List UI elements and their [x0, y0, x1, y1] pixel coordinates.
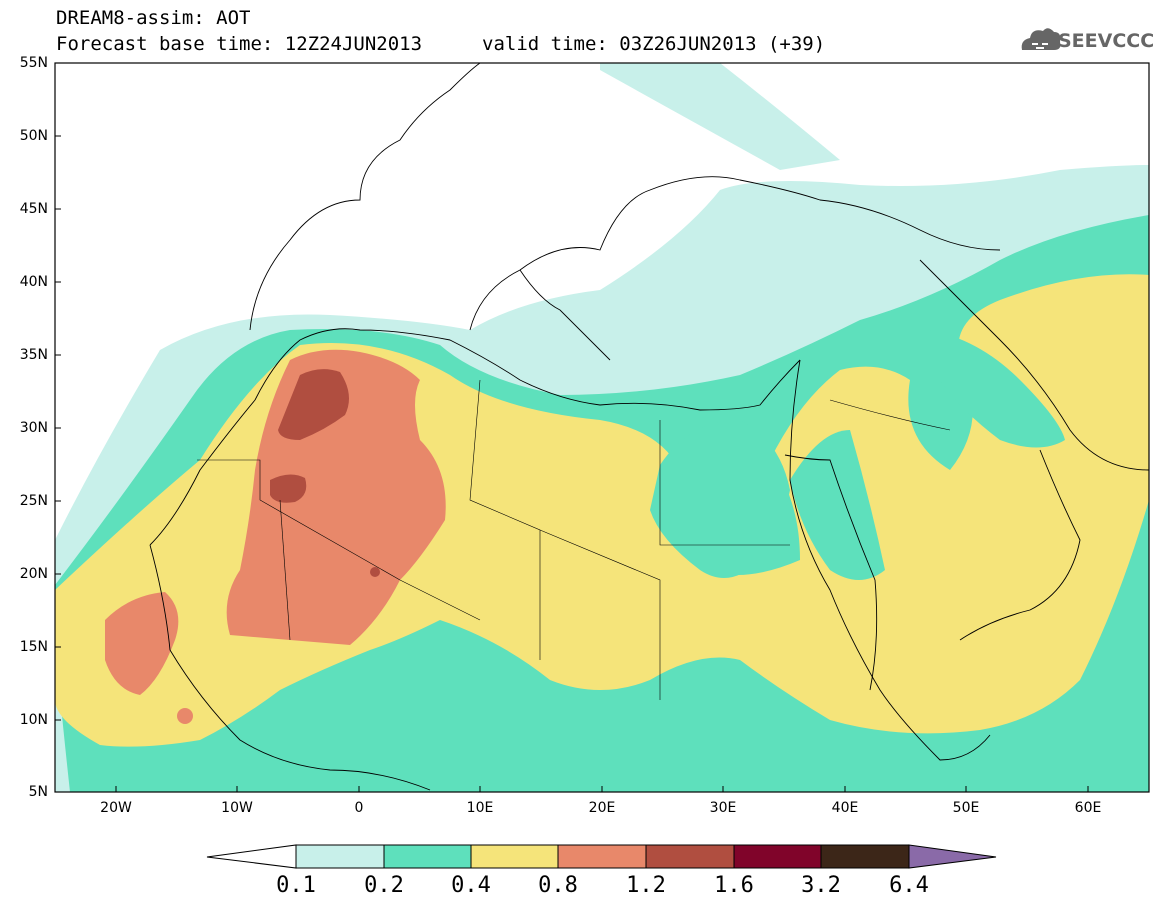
lat-label: 15N: [19, 639, 48, 655]
lat-label: 20N: [19, 566, 48, 582]
lat-label: 10N: [19, 712, 48, 728]
lat-label: 45N: [19, 201, 48, 217]
lon-label: 0: [354, 800, 364, 816]
forecast-base-time: Forecast base time: 12Z24JUN2013: [56, 33, 423, 55]
lat-label: 5N: [28, 784, 48, 800]
lat-label: 30N: [19, 420, 48, 436]
lon-label: 60E: [1074, 800, 1102, 816]
country-borders: [197, 379, 951, 700]
colorbar-label: 0.4: [451, 873, 491, 898]
colorbar-label: 0.1: [276, 873, 316, 898]
colorbar-label: 1.6: [714, 873, 754, 898]
lon-label: 40E: [831, 800, 859, 816]
valid-time: valid time: 03Z26JUN2013 (+39): [482, 33, 826, 55]
lon-label: 30E: [709, 800, 737, 816]
coastlines: [149, 63, 1149, 791]
lat-label: 55N: [19, 55, 48, 71]
colorbar-label: 1.2: [626, 873, 666, 898]
lon-label: 20E: [588, 800, 616, 816]
logo-text: SEEVCCC: [1058, 30, 1155, 52]
colorbar-label: 6.4: [889, 873, 929, 898]
lat-label: 50N: [19, 128, 48, 144]
colorbar-label: 0.2: [364, 873, 404, 898]
colorbar-label: 0.8: [538, 873, 578, 898]
lat-label: 40N: [19, 274, 48, 290]
aot-contour-12: [270, 369, 380, 577]
lon-label: 20W: [100, 800, 132, 816]
plot-title-line1: DREAM8-assim: AOT: [56, 7, 251, 29]
colorbar-label: 3.2: [801, 873, 841, 898]
lat-label: 35N: [19, 347, 48, 363]
lon-label: 10E: [466, 800, 494, 816]
lon-label: 50E: [952, 800, 980, 816]
cloud-icon: [1021, 28, 1061, 50]
lon-label: 10W: [221, 800, 253, 816]
aot-contour-02-inner: [650, 330, 1065, 580]
colorbar: [206, 844, 997, 869]
lat-label: 25N: [19, 493, 48, 509]
